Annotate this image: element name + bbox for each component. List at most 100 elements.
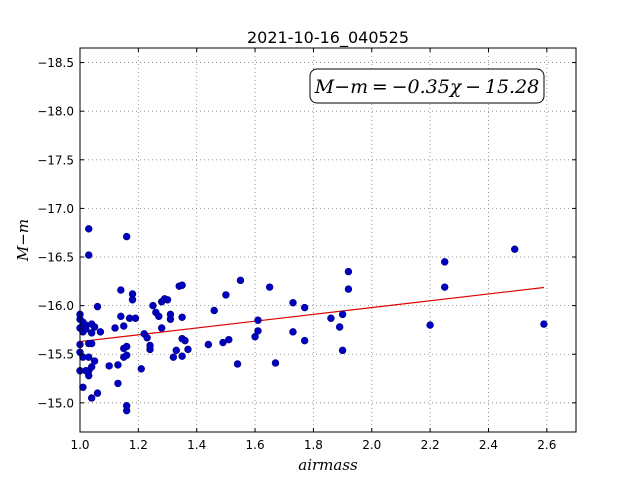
- data-point: [338, 346, 347, 355]
- plot-area: [80, 48, 576, 432]
- data-point: [149, 301, 157, 310]
- data-point: [87, 394, 96, 402]
- data-point: [426, 321, 434, 329]
- x-tick-label: 1.8: [304, 438, 323, 452]
- data-point: [441, 283, 449, 291]
- data-point: [93, 389, 102, 397]
- data-point: [178, 352, 186, 360]
- data-point: [254, 316, 262, 324]
- data-point: [338, 310, 347, 319]
- data-point: [117, 312, 125, 321]
- data-point: [178, 313, 186, 321]
- data-point: [204, 340, 213, 349]
- x-tick-label: 1.0: [70, 438, 89, 452]
- data-point: [120, 322, 128, 330]
- data-point: [236, 276, 245, 285]
- data-point: [289, 299, 297, 307]
- data-point: [511, 245, 519, 253]
- data-point: [210, 306, 218, 315]
- data-point: [87, 363, 96, 371]
- x-tick-label: 2.4: [479, 438, 498, 452]
- data-point: [441, 258, 449, 266]
- data-point: [222, 291, 230, 299]
- data-point: [122, 351, 131, 359]
- data-point: [169, 353, 178, 361]
- y-tick-label: −15.5: [37, 348, 74, 362]
- data-point: [335, 323, 344, 331]
- y-tick-label: −18.0: [37, 105, 74, 119]
- data-point: [166, 310, 175, 319]
- data-point: [300, 336, 309, 345]
- fit-line-group: [79, 286, 544, 343]
- data-point: [225, 335, 233, 344]
- data-point: [344, 285, 353, 293]
- data-point: [131, 314, 140, 322]
- data-point: [155, 312, 163, 321]
- data-point: [233, 360, 242, 368]
- data-point: [90, 357, 99, 365]
- x-tick-label: 2.0: [362, 438, 381, 452]
- annotation-box: [309, 68, 545, 104]
- data-point: [289, 328, 297, 336]
- data-point: [265, 283, 274, 291]
- data-point: [96, 328, 105, 336]
- x-tick-label: 2.2: [421, 438, 440, 452]
- y-axis-ticks: −15.0 −15.5 −16.0 −16.5 −17.0 −17.5 −18.0 −18.5: [37, 56, 576, 410]
- data-point: [111, 324, 119, 332]
- data-point: [157, 324, 166, 332]
- fit-line: [79, 286, 544, 343]
- x-axis-label: airmass: [298, 456, 358, 474]
- data-point: [327, 314, 335, 322]
- data-point: [254, 327, 262, 335]
- data-point: [143, 334, 151, 342]
- x-tick-label: 1.4: [187, 438, 206, 452]
- y-tick-label: −17.0: [37, 202, 74, 216]
- data-point: [122, 232, 131, 241]
- data-point: [87, 329, 96, 337]
- y-tick-label: −16.0: [37, 299, 74, 313]
- data-point: [300, 303, 309, 312]
- data-point: [219, 338, 227, 347]
- data-point: [163, 296, 172, 304]
- x-tick-label: 2.6: [537, 438, 556, 452]
- data-point: [344, 267, 353, 276]
- data-point: [178, 281, 186, 289]
- data-point: [137, 365, 145, 373]
- data-point: [271, 359, 280, 367]
- y-axis-label: M−m: [14, 219, 32, 262]
- x-tick-label: 1.2: [129, 438, 148, 452]
- data-point: [87, 339, 96, 348]
- fit-annotation: M−m = −0.35χ − 15.28: [309, 68, 545, 104]
- data-point: [540, 320, 548, 328]
- plot-frame: [79, 47, 577, 433]
- data-point: [93, 302, 102, 311]
- x-tick-label: 1.6: [246, 438, 265, 452]
- data-point: [122, 402, 131, 410]
- y-tick-label: −18.5: [37, 56, 74, 70]
- data-point: [114, 361, 122, 369]
- grid-lines: [79, 48, 576, 432]
- data-point: [117, 286, 125, 294]
- data-point: [105, 362, 113, 370]
- data-point: [85, 251, 93, 259]
- data-point: [181, 336, 189, 345]
- data-point: [251, 333, 259, 341]
- data-point: [172, 346, 180, 355]
- y-tick-label: −15.0: [37, 396, 74, 410]
- data-point: [184, 345, 192, 354]
- y-tick-label: −16.5: [37, 251, 74, 265]
- fit-equation: M−m = −0.35χ − 15.28: [314, 76, 540, 98]
- data-point: [85, 353, 93, 361]
- data-point: [114, 379, 122, 388]
- data-point: [146, 341, 154, 350]
- data-point: [90, 323, 99, 331]
- data-point: [85, 225, 93, 233]
- y-tick-label: −17.5: [37, 153, 74, 167]
- chart-title: 2021-10-16_040525: [247, 28, 409, 48]
- data-points: [76, 225, 548, 415]
- data-point: [128, 296, 137, 304]
- data-point: [122, 342, 131, 351]
- x-axis-ticks: 1.0 1.2 1.4 1.6 1.8 2.0 2.2 2.4 2.6: [70, 48, 556, 452]
- data-point: [79, 383, 87, 391]
